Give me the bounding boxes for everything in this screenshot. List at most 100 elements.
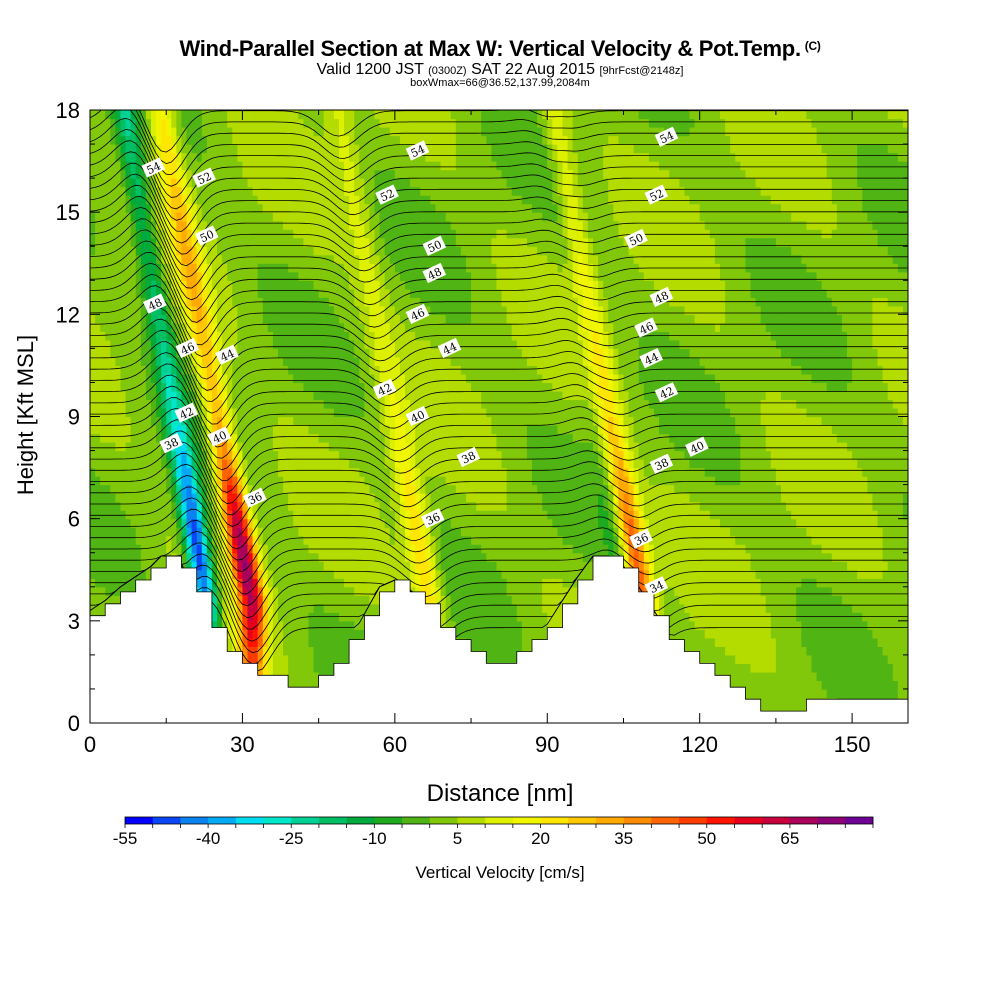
field-cell (354, 271, 360, 281)
field-cell (384, 552, 391, 562)
field-cell (171, 331, 177, 341)
field-cell (298, 544, 304, 554)
field-cell (232, 620, 238, 630)
field-cell (222, 484, 228, 494)
field-cell (120, 518, 127, 528)
field-cell (166, 254, 172, 264)
field-cell (217, 510, 223, 520)
field-cell (156, 178, 162, 188)
field-cell (277, 169, 284, 179)
field-cell (186, 544, 193, 554)
field-cell (115, 339, 122, 349)
field-cell (186, 127, 193, 137)
field-cell (110, 127, 116, 137)
field-cell (161, 127, 167, 137)
field-cell (125, 331, 132, 341)
field-cell (100, 229, 106, 239)
field-cell (191, 118, 198, 128)
field-cell (364, 195, 371, 205)
field-cell (364, 518, 371, 528)
field-cell (430, 178, 437, 188)
field-cell (328, 595, 335, 605)
field-cell (369, 127, 376, 137)
field-cell (176, 118, 183, 128)
field-cell (222, 322, 228, 332)
field-cell (405, 535, 411, 545)
field-cell (125, 220, 132, 230)
field-cell (277, 646, 284, 656)
field-cell (232, 297, 238, 307)
field-cell (90, 467, 96, 477)
field-cell (359, 373, 365, 384)
field-cell (232, 450, 238, 460)
field-cell (318, 186, 325, 196)
field-cell (298, 127, 304, 137)
field-cell (283, 356, 289, 367)
field-cell (354, 595, 360, 605)
field-cell (227, 442, 233, 452)
field-cell (166, 425, 172, 435)
field-cell (176, 305, 183, 315)
field-cell (394, 356, 401, 367)
field-cell (206, 425, 213, 435)
field-cell (140, 348, 147, 358)
field-cell (389, 493, 396, 503)
field-cell (150, 365, 157, 375)
field-cell (171, 425, 177, 435)
field-cell (425, 144, 432, 154)
field-cell (150, 331, 157, 341)
field-cell (222, 186, 228, 196)
field-cell (222, 305, 228, 315)
field-cell (217, 612, 223, 622)
field-cell (110, 144, 116, 154)
field-cell (272, 322, 279, 332)
field-cell (211, 399, 218, 409)
field-cell (308, 127, 315, 137)
field-cell (267, 399, 274, 409)
field-cell (267, 663, 274, 673)
field-cell (303, 671, 310, 682)
field-cell (293, 161, 299, 171)
field-cell (110, 339, 116, 349)
field-cell (217, 297, 223, 307)
field-cell (166, 229, 172, 239)
field-cell (435, 220, 442, 230)
field-cell (328, 646, 335, 656)
field-cell (227, 425, 233, 435)
field-cell (435, 544, 442, 554)
field-cell (333, 110, 340, 120)
field-cell (277, 390, 284, 401)
field-cell (283, 646, 289, 656)
field-cell (425, 501, 432, 511)
field-cell (277, 246, 284, 256)
field-cell (257, 416, 264, 426)
field-cell (95, 586, 101, 596)
field-cell (222, 527, 228, 537)
field-cell (354, 612, 360, 622)
field-cell (222, 510, 228, 520)
field-cell (130, 144, 137, 154)
field-cell (354, 356, 360, 367)
field-cell (344, 450, 350, 460)
field-cell (257, 459, 264, 469)
field-cell (359, 501, 365, 511)
field-cell (430, 595, 437, 605)
field-cell (267, 476, 274, 486)
field-cell (247, 144, 254, 154)
field-cell (222, 135, 228, 145)
field-cell (176, 263, 183, 273)
field-cell (323, 339, 330, 349)
field-cell (211, 373, 218, 384)
field-cell (399, 280, 406, 290)
field-cell (389, 518, 396, 528)
field-cell (227, 586, 233, 596)
field-cell (399, 399, 406, 409)
field-cell (333, 348, 340, 358)
field-cell (415, 450, 421, 460)
field-cell (277, 254, 284, 264)
field-cell (379, 459, 386, 469)
field-cell (399, 510, 406, 520)
field-cell (399, 535, 406, 545)
field-cell (130, 390, 137, 401)
field-cell (186, 493, 193, 503)
